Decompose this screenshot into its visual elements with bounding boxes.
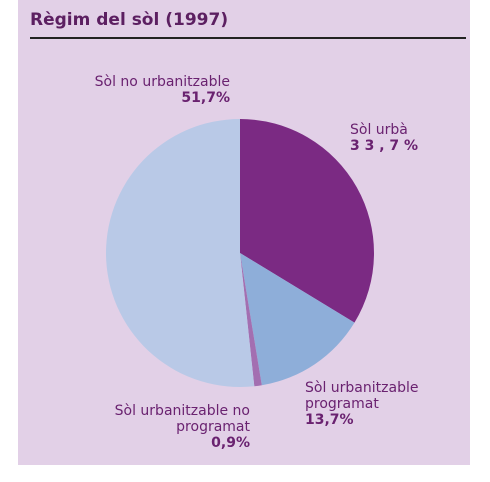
slice-label: Sòl urbanitzable programat 13,7% <box>305 380 465 428</box>
pie-slice <box>106 118 255 387</box>
chart-title: Règim del sòl (1997) <box>30 10 229 30</box>
value-label: 3 3 , 7 % <box>350 138 419 154</box>
slice-label: Sòl no urbanitzable 51,7% <box>40 74 230 106</box>
value-label: 13,7% <box>305 412 354 428</box>
title-rule <box>30 37 466 39</box>
category-label: Sòl urbanitzable programat <box>305 380 419 412</box>
pie-slice <box>240 253 262 387</box>
pie-slice <box>240 253 355 386</box>
slice-label: Sòl urbanitzable no programat 0,9% <box>100 403 250 451</box>
value-label: 0,9% <box>211 435 250 451</box>
category-label: Sòl no urbanitzable <box>94 74 230 90</box>
slice-label: Sòl urbà 3 3 , 7 % <box>350 122 470 154</box>
category-label: Sòl urbanitzable no programat <box>114 403 250 435</box>
value-label: 51,7% <box>181 90 230 106</box>
category-label: Sòl urbà <box>350 122 408 138</box>
pie-slice <box>240 119 374 323</box>
